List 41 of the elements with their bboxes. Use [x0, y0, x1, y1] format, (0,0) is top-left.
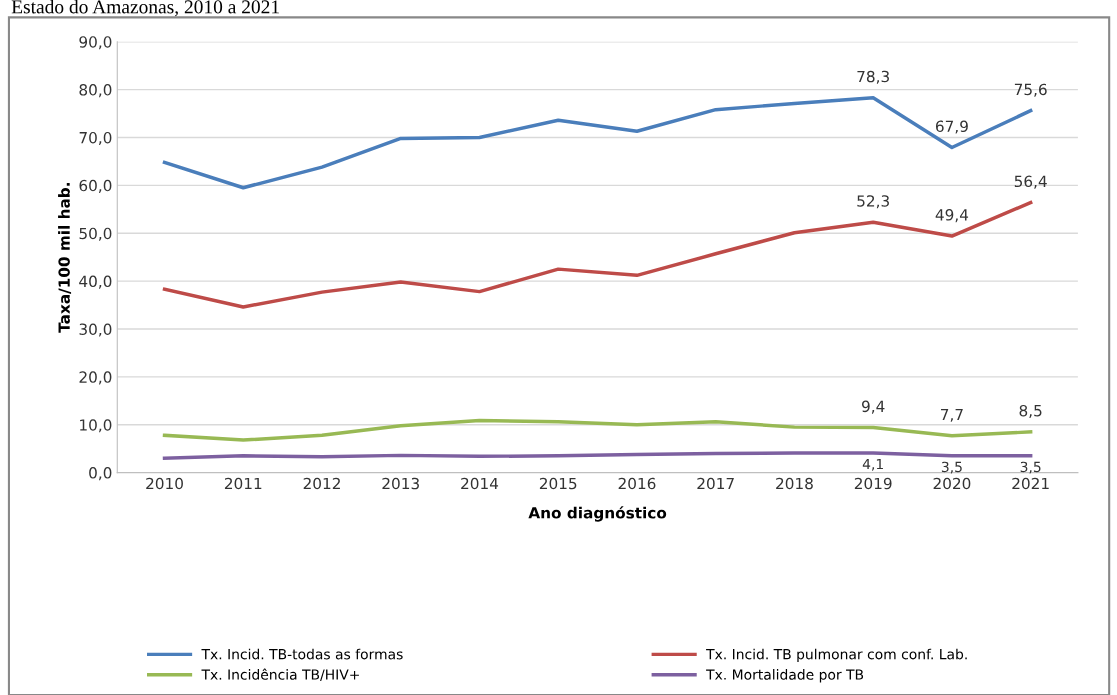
y-tick-label: 60,0	[79, 179, 112, 193]
y-tick-label: 40,0	[79, 275, 112, 289]
x-tick-label: 2020	[933, 477, 971, 490]
y-tick-label: 30,0	[79, 323, 112, 337]
legend-label: Tx. Mortalidade por TB	[706, 669, 864, 683]
data-label: 3,5	[941, 461, 962, 474]
x-tick-label: 2010	[146, 477, 183, 490]
y-tick-label: 90,0	[79, 36, 112, 50]
x-tick-label: 2019	[854, 477, 892, 490]
data-label: 67,9	[935, 120, 968, 134]
y-axis-title: Taxa/100 mil hab.	[58, 183, 72, 333]
data-label: 7,7	[941, 408, 963, 422]
x-tick-label: 2013	[382, 477, 419, 490]
y-tick-label: 80,0	[79, 84, 112, 98]
legend-label: Tx. Incid. TB pulmonar com conf. Lab.	[706, 648, 967, 663]
x-tick-label: 2021	[1012, 477, 1049, 490]
y-tick-label: 70,0	[79, 131, 112, 146]
x-tick-label: 2011	[224, 477, 262, 490]
data-label: 75,6	[1014, 83, 1047, 97]
x-tick-label: 2014	[461, 477, 499, 490]
y-tick-label: 10,0	[80, 419, 112, 433]
x-tick-label: 2016	[618, 477, 656, 490]
data-label: 52,3	[857, 195, 889, 209]
y-tick-label: 0,0	[89, 467, 112, 481]
data-label: 8,5	[1019, 404, 1042, 418]
legend-label: Tx. Incidência TB/HIV+	[201, 668, 359, 681]
y-tick-label: 20,0	[79, 371, 112, 385]
data-label: 78,3	[857, 70, 889, 84]
chart-title: Estado do Amazonas, 2010 a 2021	[11, 0, 279, 17]
data-label: 9,4	[862, 400, 885, 414]
data-label: 4,1	[862, 458, 883, 471]
y-tick-label: 50,0	[79, 227, 112, 241]
data-label: 3,5	[1020, 461, 1041, 474]
data-label: 49,4	[935, 209, 969, 223]
x-axis-title: Ano diagnóstico	[528, 506, 667, 522]
x-tick-label: 2015	[539, 477, 577, 490]
x-tick-label: 2018	[776, 477, 813, 490]
x-tick-label: 2012	[303, 477, 340, 490]
legend-label: Tx. Incid. TB-todas as formas	[201, 648, 403, 660]
data-label: 56,4	[1014, 175, 1047, 189]
x-tick-label: 2017	[697, 477, 734, 490]
